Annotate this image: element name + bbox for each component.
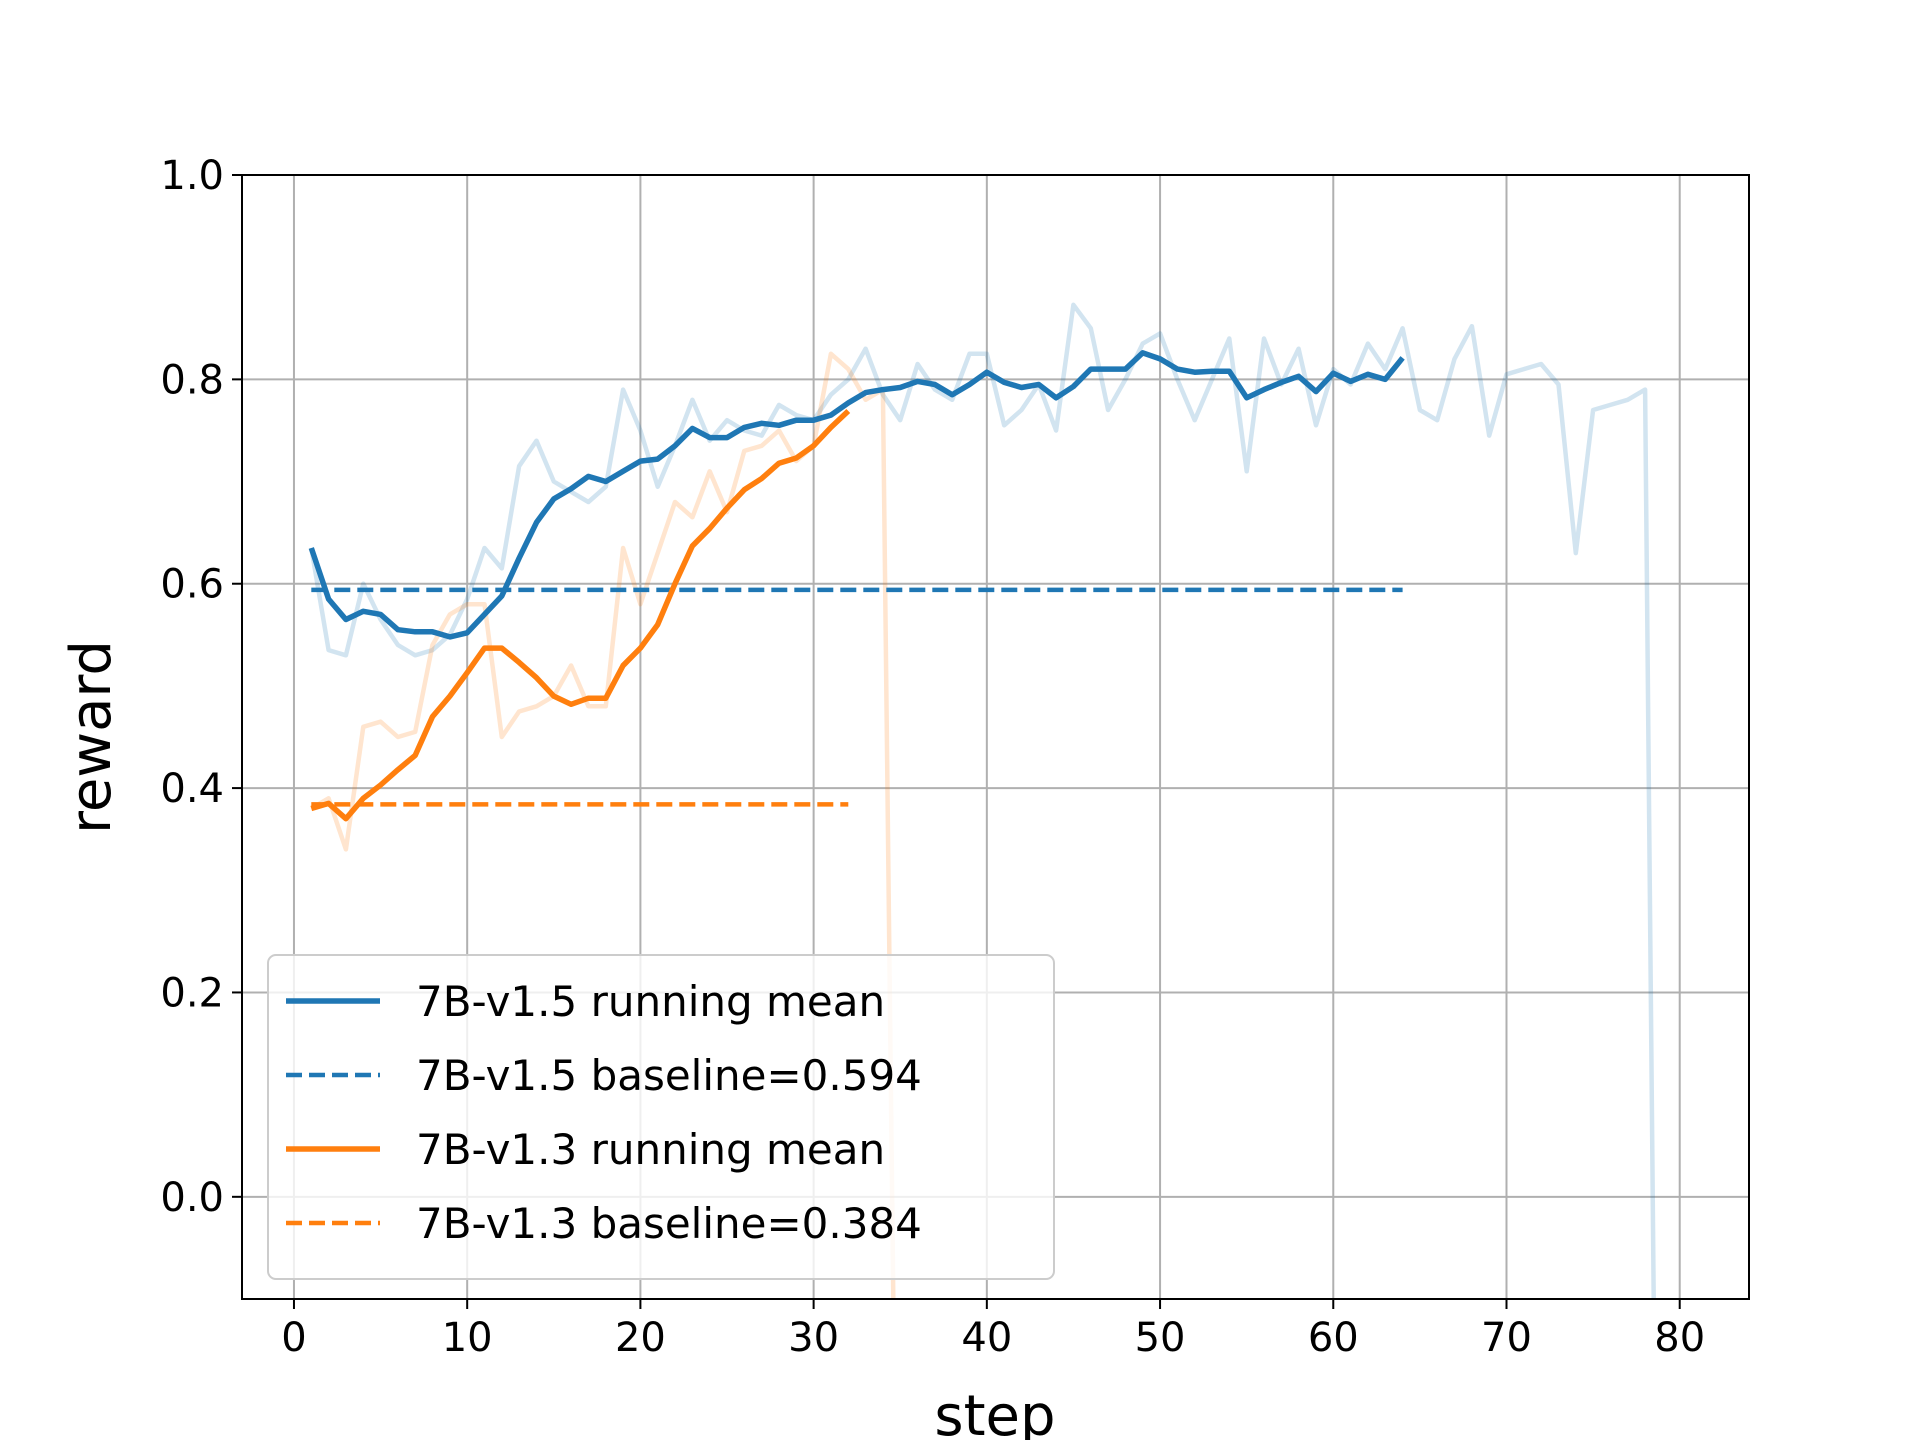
axis-ticks: 0 10 20 30 40 50 60 70 80 0.0 0.2 0.4 0.6 0.8 1.0	[160, 153, 1705, 1361]
x-tick-label: 10	[442, 1315, 493, 1361]
x-tick-label: 50	[1135, 1315, 1186, 1361]
y-tick-label: 0.2	[160, 970, 224, 1016]
y-tick-label: 0.4	[160, 766, 224, 812]
x-tick-label: 60	[1308, 1315, 1359, 1361]
y-tick-label: 0.0	[160, 1175, 224, 1221]
legend-label: 7B-v1.5 baseline=0.594	[416, 1051, 922, 1100]
series-0-running-mean-line	[308, 350, 1405, 640]
y-tick-label: 0.8	[160, 357, 224, 403]
series-4-raw-trace	[309, 302, 1656, 1299]
legend-label: 7B-v1.5 running mean	[416, 977, 885, 1026]
x-tick-label: 30	[788, 1315, 839, 1361]
legend-label: 7B-v1.3 running mean	[416, 1125, 885, 1174]
y-tick-label: 1.0	[160, 153, 224, 199]
plot-frame	[241, 174, 1750, 1300]
x-axis-label: step	[934, 1384, 1055, 1440]
y-axis-label: reward	[59, 640, 124, 834]
x-tick-label: 40	[961, 1315, 1012, 1361]
y-tick-label: 0.6	[160, 562, 224, 608]
x-tick-label: 70	[1481, 1315, 1532, 1361]
series-2-running-mean-line	[310, 408, 851, 822]
x-tick-label: 20	[615, 1315, 666, 1361]
legend-label: 7B-v1.3 baseline=0.384	[416, 1199, 922, 1248]
x-tick-label: 80	[1654, 1315, 1705, 1361]
series-layer	[308, 302, 1656, 1299]
x-tick-label: 0	[281, 1315, 306, 1361]
legend-box	[267, 954, 1055, 1280]
legend: 7B-v1.5 running mean 7B-v1.5 baseline=0.5…	[267, 954, 1055, 1280]
